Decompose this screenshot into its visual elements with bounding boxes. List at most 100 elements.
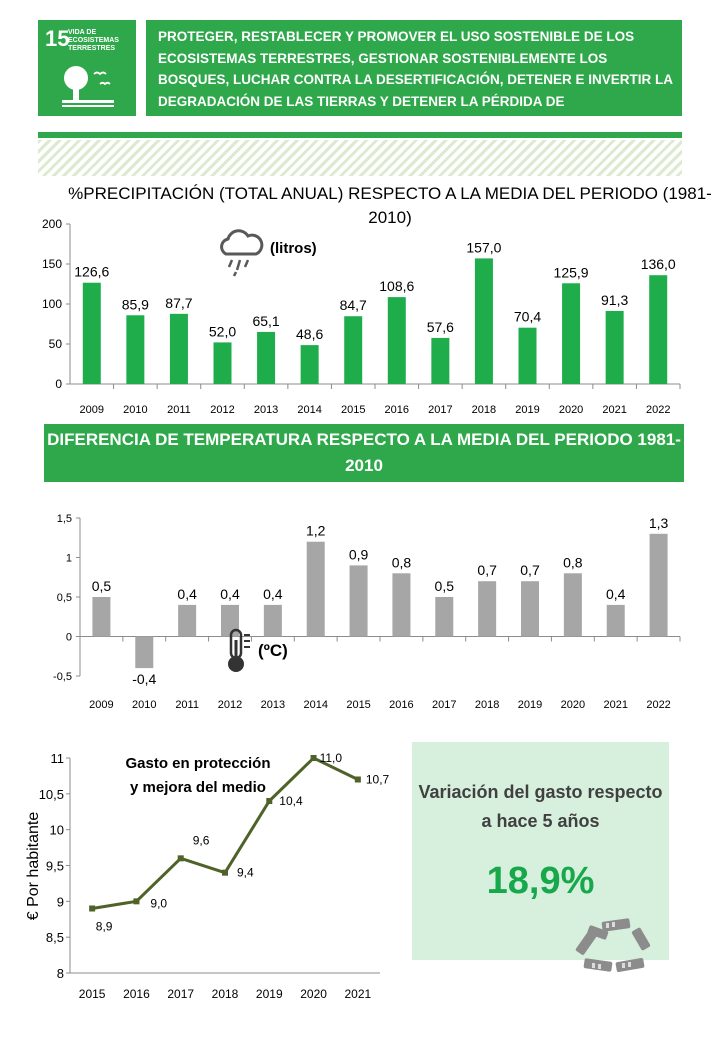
data-label: 108,6 xyxy=(379,278,414,294)
x-tick-label: 2012 xyxy=(218,699,242,711)
data-label: 85,9 xyxy=(122,296,149,312)
data-label: 48,6 xyxy=(296,326,323,342)
thermometer-icon xyxy=(228,628,250,672)
bar xyxy=(300,345,319,384)
y-tick-label: 9 xyxy=(57,894,64,909)
data-label: 0,4 xyxy=(177,586,197,602)
x-tick-label: 2015 xyxy=(346,699,370,711)
x-tick-label: 2019 xyxy=(515,404,539,416)
bar xyxy=(344,316,363,384)
y-tick-label: 9,5 xyxy=(46,859,64,874)
variation-label: Variación del gasto respecto a hace 5 añ… xyxy=(418,782,663,831)
hands-circle-icon xyxy=(575,918,651,973)
bar xyxy=(306,541,325,637)
bar xyxy=(135,636,154,669)
x-tick-label: 2018 xyxy=(475,699,499,711)
x-tick-label: 2011 xyxy=(175,699,199,711)
data-label: 1,2 xyxy=(306,523,326,539)
chart-title: Gasto en protección y mejora del medio xyxy=(125,755,270,796)
data-label: 0,9 xyxy=(349,546,369,562)
temperature-unit-annotation: (ºC) xyxy=(258,641,288,660)
bar xyxy=(169,313,188,384)
y-tick-label: 11 xyxy=(51,751,65,766)
precipitation-unit-annotation: (litros) xyxy=(270,240,317,257)
x-tick-label: 2013 xyxy=(254,404,278,416)
data-label: 9,0 xyxy=(150,896,167,910)
precipitation-chart: 0 50 100 150 200 2009 126,6 2010 85,9 2011 87,7 201… xyxy=(42,217,681,416)
y-tick-label: 1 xyxy=(66,553,72,565)
data-label: 0,5 xyxy=(92,578,112,594)
data-label: 0,5 xyxy=(435,578,455,594)
variation-value: 18,9% xyxy=(486,860,595,902)
y-tick-label: 8,5 xyxy=(46,930,64,945)
x-tick-label: 2009 xyxy=(80,404,104,416)
data-label: 0,8 xyxy=(563,554,583,570)
data-label: 0,4 xyxy=(263,586,283,602)
bar xyxy=(257,331,276,384)
data-label: -0,4 xyxy=(132,671,156,687)
sdg-badge: 15 VIDA DE ECOSISTEMAS TERRESTRES xyxy=(38,20,136,116)
data-point xyxy=(89,905,96,912)
x-tick-label: 2016 xyxy=(389,699,413,711)
data-label: 9,6 xyxy=(193,833,210,847)
bar xyxy=(431,337,450,384)
y-tick-label: 10 xyxy=(50,823,64,838)
x-tick-label: 2017 xyxy=(428,404,452,416)
x-tick-label: 2022 xyxy=(646,699,670,711)
data-label: 87,7 xyxy=(165,295,192,311)
bar xyxy=(387,297,406,384)
x-tick-label: 2013 xyxy=(261,699,285,711)
bar xyxy=(82,282,101,384)
x-tick-label: 2011 xyxy=(167,404,191,416)
data-label: 91,3 xyxy=(601,292,628,308)
y-tick-label: 200 xyxy=(42,217,62,231)
data-label: 70,4 xyxy=(514,309,541,325)
x-tick-label: 2019 xyxy=(518,699,542,711)
x-tick-label: 2020 xyxy=(300,987,327,1001)
x-tick-label: 2010 xyxy=(123,404,147,416)
data-label: 0,4 xyxy=(606,586,626,602)
x-tick-label: 2021 xyxy=(345,987,372,1001)
data-label: 136,0 xyxy=(641,256,676,272)
data-point xyxy=(266,798,273,804)
data-label: 0,7 xyxy=(520,562,540,578)
goal-box: PROTEGER, RESTABLECER Y PROMOVER EL USO … xyxy=(146,20,682,130)
bar xyxy=(178,604,197,637)
y-tick-label: 50 xyxy=(49,337,63,351)
x-tick-label: 2018 xyxy=(472,404,496,416)
x-tick-label: 2019 xyxy=(256,987,283,1001)
x-tick-label: 2018 xyxy=(212,987,239,1001)
bar xyxy=(518,327,537,384)
bar xyxy=(605,310,624,384)
data-label: 10,4 xyxy=(279,794,303,808)
data-label: 10,7 xyxy=(366,773,390,787)
x-tick-label: 2016 xyxy=(385,404,409,416)
x-tick-label: 2021 xyxy=(603,699,627,711)
data-label: 0,8 xyxy=(392,554,412,570)
bar xyxy=(649,533,668,637)
data-point xyxy=(177,855,184,862)
x-tick-label: 2014 xyxy=(297,404,321,416)
bar xyxy=(606,604,625,637)
bar xyxy=(435,597,454,637)
temperature-title: DIFERENCIA DE TEMPERATURA RESPECTO A LA … xyxy=(47,430,681,475)
x-tick-label: 2022 xyxy=(646,404,670,416)
temperature-chart: -0,5 0 0,5 1 1,5 2009 0,5 2010 -0,4 2011 0,4 2012 0,… xyxy=(53,513,681,711)
spending-chart: 8 8,5 9 9,5 10 10,5 11 8,9 2015 9,0 2016 9,6 2017 9,4… xyxy=(25,751,390,1001)
x-tick-label: 2016 xyxy=(123,987,150,1001)
bar xyxy=(474,258,493,384)
data-point xyxy=(354,776,361,783)
x-tick-label: 2010 xyxy=(132,699,156,711)
bar xyxy=(521,581,539,637)
rain-cloud-icon xyxy=(220,229,264,277)
data-label: 65,1 xyxy=(252,313,279,329)
data-point xyxy=(222,869,228,876)
data-point xyxy=(310,755,317,761)
birds-icon xyxy=(93,71,111,86)
bar xyxy=(213,342,232,384)
y-tick-label: 10,5 xyxy=(39,787,64,802)
y-tick-label: 100 xyxy=(42,297,62,311)
bar xyxy=(92,597,111,637)
y-axis-label: € Por habitante xyxy=(25,812,42,921)
data-label: 125,9 xyxy=(554,264,589,280)
